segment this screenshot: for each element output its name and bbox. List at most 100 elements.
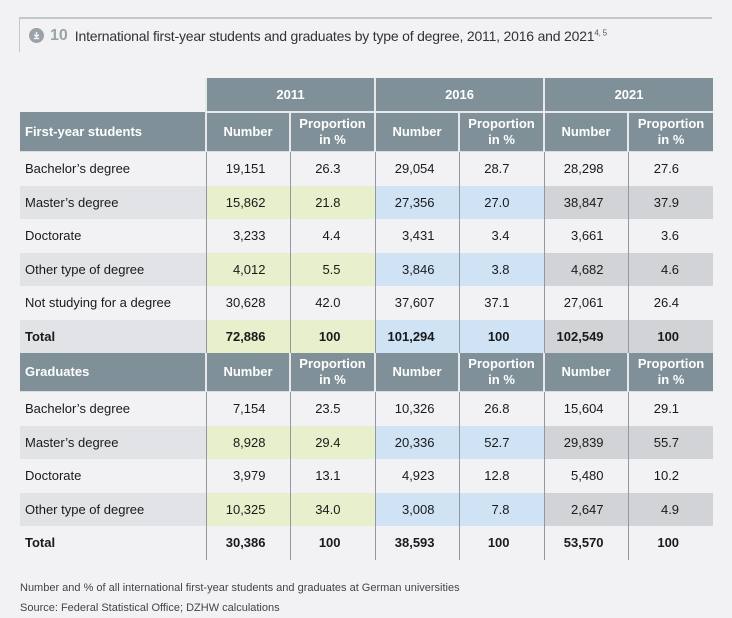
proportion-cell: 10.2 xyxy=(627,459,714,493)
proportion-cell: 26.3 xyxy=(289,151,376,186)
year-header-row: 2011 2016 2021 xyxy=(20,78,714,113)
section-header-row: First-year students Number Proportion in % N… xyxy=(20,112,714,152)
footnote-refs[interactable]: 4, 5 xyxy=(594,27,607,37)
proportion-column-header: Proportion in % xyxy=(458,353,545,392)
row-label: Total xyxy=(20,319,206,353)
table-row: Not studying for a degree 30,628 42.0 37,60… xyxy=(20,286,714,320)
number-cell: 53,570 xyxy=(543,526,629,560)
download-icon[interactable] xyxy=(29,28,44,43)
table-row: Master’s degree 15,862 21.8 27,356 27.0 38,84… xyxy=(20,185,714,219)
proportion-cell: 4.4 xyxy=(289,219,376,253)
proportion-cell: 100 xyxy=(458,526,545,560)
proportion-cell: 26.8 xyxy=(458,391,545,426)
figure-notes: Number and % of all international first-… xyxy=(20,578,460,618)
number-cell: 72,886 xyxy=(205,319,290,353)
table-row: Doctorate 3,233 4.4 3,431 3.4 3,661 3.6 xyxy=(20,219,714,253)
table-row: Doctorate 3,979 13.1 4,923 12.8 5,480 10.2 xyxy=(20,459,714,493)
proportion-cell: 37.9 xyxy=(627,185,714,219)
proportion-cell: 13.1 xyxy=(289,459,376,493)
number-cell: 10,325 xyxy=(205,492,290,526)
proportion-cell: 27.0 xyxy=(458,185,545,219)
number-cell: 38,847 xyxy=(543,185,629,219)
proportion-cell: 4.9 xyxy=(627,492,714,526)
number-column-header: Number xyxy=(205,112,290,152)
number-cell: 20,336 xyxy=(374,425,460,459)
number-cell: 101,294 xyxy=(374,319,460,353)
proportion-cell: 100 xyxy=(627,526,714,560)
number-cell: 15,604 xyxy=(543,391,629,426)
proportion-cell: 5.5 xyxy=(289,252,376,286)
proportion-column-header: Proportion in % xyxy=(458,112,545,152)
notes-source: Source: Federal Statistical Office; DZHW… xyxy=(20,602,280,614)
figure-number: 10 xyxy=(50,26,68,44)
row-label: Bachelor’s degree xyxy=(25,401,131,417)
number-cell: 3,661 xyxy=(543,219,629,253)
row-label: Master’s degree xyxy=(20,185,206,219)
row-label: Doctorate xyxy=(25,468,82,484)
number-cell: 3,431 xyxy=(374,219,460,253)
proportion-cell: 7.8 xyxy=(458,492,545,526)
proportion-column-header: Proportion in % xyxy=(288,112,376,152)
blank-corner xyxy=(20,78,206,112)
proportion-cell: 34.0 xyxy=(289,492,376,526)
proportion-cell: 4.6 xyxy=(627,252,714,286)
number-column-header: Number xyxy=(543,112,629,152)
row-label: Not studying for a degree xyxy=(25,295,171,311)
table-row: Bachelor’s degree 7,154 23.5 10,326 26.8 15,6… xyxy=(20,391,714,426)
row-label: Other type of degree xyxy=(20,492,206,526)
number-cell: 102,549 xyxy=(543,319,629,353)
figure-title: International first-year students and gr… xyxy=(75,28,607,44)
row-label: Bachelor’s degree xyxy=(25,161,131,177)
number-cell: 2,647 xyxy=(543,492,629,526)
year-header-2016: 2016 xyxy=(374,78,545,113)
row-label: Master’s degree xyxy=(20,425,206,459)
number-cell: 15,862 xyxy=(205,185,290,219)
proportion-cell: 3.8 xyxy=(458,252,545,286)
number-cell: 3,008 xyxy=(374,492,460,526)
proportion-cell: 26.4 xyxy=(627,286,714,320)
figure-title-bar: 10 International first-year students and… xyxy=(19,17,712,52)
number-cell: 10,326 xyxy=(374,391,460,426)
proportion-cell: 42.0 xyxy=(289,286,376,320)
proportion-cell: 27.6 xyxy=(627,151,714,186)
total-row: Total 30,386 100 38,593 100 53,570 100 xyxy=(20,526,714,560)
number-cell: 27,061 xyxy=(543,286,629,320)
row-label: Total xyxy=(25,535,56,551)
section-title: Graduates xyxy=(20,353,206,392)
number-cell: 4,923 xyxy=(374,459,460,493)
proportion-cell: 100 xyxy=(289,319,376,353)
figure-title-text: International first-year students and gr… xyxy=(74,27,595,44)
data-table: 2011 2016 2021 First-year students Number… xyxy=(20,78,714,560)
number-cell: 3,846 xyxy=(374,252,460,286)
number-cell: 3,979 xyxy=(205,459,290,493)
section-header-row: Graduates Number Proportion in % Number Propo… xyxy=(20,353,714,392)
proportion-cell: 29.1 xyxy=(627,391,714,426)
notes-description: Number and % of all international first-… xyxy=(20,582,460,594)
number-cell: 29,054 xyxy=(374,151,460,186)
proportion-column-header: Proportion in % xyxy=(627,112,714,152)
row-label: Doctorate xyxy=(25,228,82,244)
proportion-column-header: Proportion in % xyxy=(288,353,376,392)
proportion-cell: 12.8 xyxy=(458,459,545,493)
proportion-cell: 100 xyxy=(458,319,545,353)
number-cell: 30,386 xyxy=(205,526,290,560)
number-cell: 27,356 xyxy=(374,185,460,219)
total-row: Total 72,886 100 101,294 100 102,549 100 xyxy=(20,319,714,353)
number-cell: 7,154 xyxy=(205,391,290,426)
table-row: Other type of degree 10,325 34.0 3,008 7.8 2,… xyxy=(20,492,714,526)
proportion-cell: 100 xyxy=(627,319,714,353)
number-cell: 29,839 xyxy=(543,425,629,459)
number-cell: 5,480 xyxy=(543,459,629,493)
proportion-cell: 28.7 xyxy=(458,151,545,186)
proportion-cell: 37.1 xyxy=(458,286,545,320)
number-cell: 37,607 xyxy=(374,286,460,320)
number-cell: 38,593 xyxy=(374,526,460,560)
number-cell: 30,628 xyxy=(205,286,290,320)
proportion-cell: 55.7 xyxy=(627,425,714,459)
number-cell: 3,233 xyxy=(205,219,290,253)
number-cell: 19,151 xyxy=(205,151,290,186)
proportion-cell: 52.7 xyxy=(458,425,545,459)
table-body: First-year students Number Proportion in % N… xyxy=(20,112,714,560)
number-cell: 28,298 xyxy=(543,151,629,186)
proportion-cell: 3.4 xyxy=(458,219,545,253)
